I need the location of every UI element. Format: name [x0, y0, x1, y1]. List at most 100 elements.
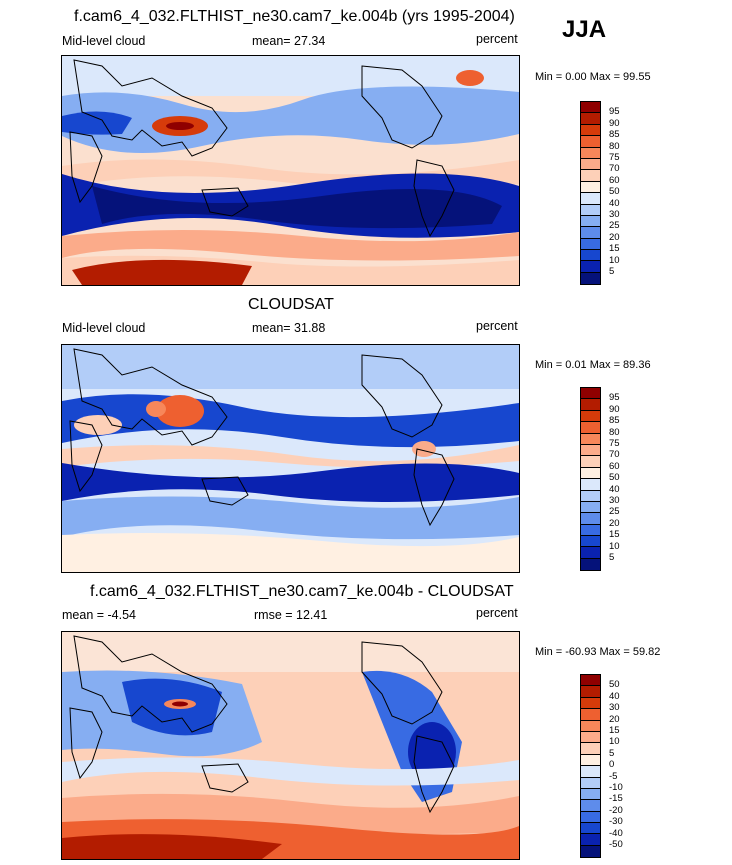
colorbar-tick-label: 25 [609, 506, 620, 518]
colorbar-tick-label: 50 [609, 472, 620, 484]
colorbar-tick-label: 60 [609, 174, 620, 186]
colorbar-swatch [581, 834, 600, 846]
colorbar-swatch [581, 697, 600, 710]
colorbar-tick-label: 40 [609, 197, 620, 209]
colorbar-tick-label: 70 [609, 163, 620, 175]
panel-3-colorbar [580, 674, 601, 859]
colorbar-swatch [581, 766, 600, 778]
colorbar-tick-label: 75 [609, 438, 620, 449]
panel-2-map [61, 344, 520, 573]
colorbar-tick-label: 70 [609, 449, 620, 461]
panel-3-map [61, 631, 520, 860]
panel-3-mean-label: mean = -4.54 [62, 608, 137, 622]
colorbar-swatch [581, 261, 600, 273]
colorbar-tick-label: 80 [609, 140, 620, 152]
panel-2-title: CLOUDSAT [248, 296, 334, 313]
colorbar-swatch [581, 686, 600, 698]
colorbar-swatch [581, 399, 600, 411]
map-1-antarctic-max [72, 259, 252, 285]
colorbar-swatch [581, 124, 600, 137]
colorbar-swatch [581, 788, 600, 801]
colorbar-swatch [581, 433, 600, 445]
map-1-greenland-max [456, 70, 484, 86]
colorbar-tick-label: 10 [609, 736, 620, 748]
panel-1-title: f.cam6_4_032.FLTHIST_ne30.cam7_ke.004b (… [74, 8, 515, 25]
colorbar-swatch [581, 422, 600, 434]
panel-2-minmax: Min = 0.01 Max = 89.36 [535, 359, 651, 371]
colorbar-tick-label: 20 [609, 517, 620, 529]
colorbar-tick-label: 90 [609, 403, 620, 415]
colorbar-tick-label: 30 [609, 209, 620, 220]
colorbar-tick-label: -50 [609, 839, 623, 850]
colorbar-swatch [581, 675, 600, 687]
map-3-tibet-core [172, 701, 188, 707]
map-3-subtropics-field [62, 757, 519, 786]
colorbar-swatch [581, 743, 600, 755]
colorbar-tick-label: 75 [609, 152, 620, 163]
colorbar-swatch [581, 731, 600, 744]
map-1-north-pacific-field [62, 86, 519, 154]
colorbar-tick-label: 5 [609, 747, 615, 759]
map-3-south-america-coastline [413, 735, 455, 814]
colorbar-tick-label: 85 [609, 129, 620, 141]
colorbar-swatch [581, 558, 600, 571]
map-1-africa-coastline [69, 131, 103, 204]
colorbar-swatch [581, 467, 600, 480]
panel-3-rmse-label: rmse = 12.41 [254, 608, 328, 622]
map-2-arctic-field [62, 345, 519, 389]
panel-3-minmax: Min = -60.93 Max = 59.82 [535, 646, 661, 658]
map-3-eurasia-coastline [73, 635, 228, 733]
colorbar-swatch [581, 709, 600, 721]
colorbar-swatch [581, 227, 600, 239]
colorbar-swatch [581, 215, 600, 228]
map-2-india-max [146, 401, 166, 417]
map-1-north-america-coastline [361, 65, 443, 149]
colorbar-tick-label: 50 [609, 186, 620, 198]
colorbar-swatch [581, 754, 600, 767]
colorbar-swatch [581, 238, 600, 251]
colorbar-tick-label: 40 [609, 690, 620, 702]
colorbar-tick-label: 85 [609, 415, 620, 427]
colorbar-tick-label: -10 [609, 782, 623, 793]
colorbar-tick-label: 5 [609, 552, 615, 563]
colorbar-tick-label: 15 [609, 243, 620, 255]
colorbar-tick-label: -5 [609, 770, 618, 782]
panel-1-colorbar [580, 101, 601, 286]
panel-2-units-label: percent [476, 319, 518, 333]
panel-1-mean-label: mean= 27.34 [252, 34, 326, 48]
colorbar-tick-label: -40 [609, 827, 623, 839]
panel-2-variable-label: Mid-level cloud [62, 321, 146, 335]
colorbar-tick-label: 10 [609, 540, 620, 552]
panel-1-minmax: Min = 0.00 Max = 99.55 [535, 71, 651, 83]
colorbar-swatch [581, 136, 600, 148]
panel-1-units-label: percent [476, 32, 518, 46]
map-2-tibet-max [156, 395, 204, 427]
colorbar-swatch [581, 388, 600, 400]
colorbar-tick-label: 90 [609, 117, 620, 129]
colorbar-tick-label: -15 [609, 793, 623, 805]
colorbar-swatch [581, 204, 600, 216]
colorbar-swatch [581, 777, 600, 789]
map-3-arctic-field [62, 632, 519, 672]
colorbar-swatch [581, 800, 600, 812]
season-label: JJA [562, 16, 607, 43]
map-2-amazon-field [412, 441, 436, 457]
colorbar-swatch [581, 102, 600, 114]
colorbar-tick-label: 5 [609, 266, 615, 277]
colorbar-swatch [581, 456, 600, 468]
colorbar-swatch [581, 170, 600, 182]
map-3-north-america-coastline [361, 641, 443, 725]
colorbar-tick-label: 10 [609, 254, 620, 266]
panel-3-units-label: percent [476, 606, 518, 620]
colorbar-swatch [581, 811, 600, 824]
map-2-southern-ocean-field [62, 496, 519, 540]
colorbar-swatch [581, 524, 600, 537]
colorbar-tick-label: 95 [609, 392, 620, 404]
colorbar-tick-label: 20 [609, 231, 620, 243]
map-3-australia-coastline [201, 763, 249, 793]
map-1-tibet-core [166, 122, 194, 130]
colorbar-swatch [581, 113, 600, 125]
map-2-antarctic-field [62, 533, 519, 572]
map-1-subtropics-core [92, 186, 502, 229]
colorbar-tick-label: 25 [609, 220, 620, 232]
